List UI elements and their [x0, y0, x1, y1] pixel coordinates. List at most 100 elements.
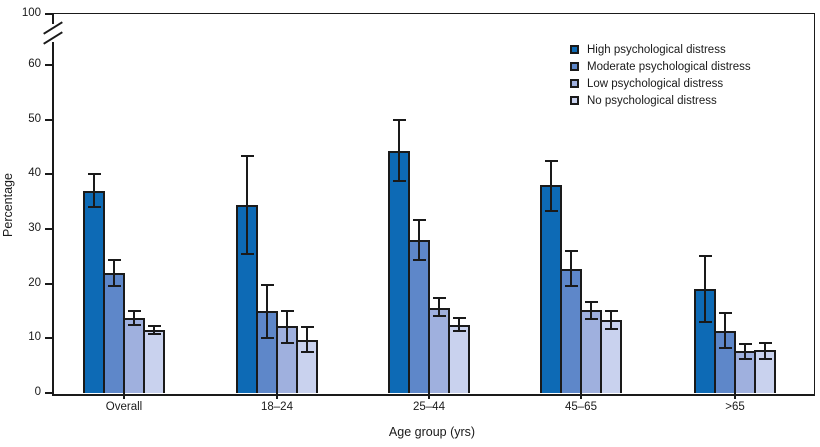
y-axis-tick [45, 13, 52, 15]
error-bar-cap [301, 326, 314, 329]
x-axis-title: Age group (yrs) [388, 425, 476, 439]
error-bar-cap [301, 350, 314, 353]
error-bar-cap [759, 357, 772, 360]
error-bar-cap [88, 173, 101, 176]
error-bar-line [570, 250, 572, 287]
y-axis-tick-label: 60 [28, 57, 41, 70]
x-axis-tick [428, 393, 430, 399]
error-bar-cap [393, 180, 406, 183]
y-axis-tick-label: 30 [28, 221, 41, 234]
error-bar-cap [108, 284, 121, 287]
error-bar-cap [241, 155, 254, 158]
x-axis-tick [123, 393, 125, 399]
error-bar-cap [393, 118, 406, 121]
error-bar-cap [719, 311, 732, 314]
x-axis-tick [276, 393, 278, 399]
bar-moderate-group0 [103, 272, 125, 393]
error-bar-line [398, 119, 400, 182]
error-bar-line [246, 156, 248, 254]
error-bar-cap [433, 297, 446, 300]
y-axis-tick [45, 63, 52, 66]
x-axis-tick-label: 18–24 [261, 401, 293, 413]
error-bar-cap [128, 309, 141, 312]
error-bar-cap [281, 309, 294, 312]
legend: High psychological distress Moderate psyc… [570, 41, 751, 109]
y-axis-tick-label: 50 [28, 112, 41, 125]
error-bar-line [418, 219, 420, 261]
error-bar-cap [241, 252, 254, 255]
bar-low-group0 [123, 317, 145, 393]
error-bar-cap [759, 341, 772, 344]
error-bar-cap [585, 318, 598, 321]
legend-label: Low psychological distress [587, 77, 724, 90]
y-axis-tick [45, 282, 52, 285]
legend-item-no: No psychological distress [570, 92, 751, 109]
error-bar-cap [281, 342, 294, 345]
error-bar-cap [148, 324, 161, 327]
error-bar-cap [545, 160, 558, 163]
error-bar-cap [413, 259, 426, 262]
error-bar-cap [413, 218, 426, 221]
y-axis-tick-label: 40 [28, 167, 41, 180]
legend-swatch-icon [570, 79, 579, 88]
error-bar-cap [565, 285, 578, 288]
error-bar-cap [88, 206, 101, 209]
error-bar-cap [739, 358, 752, 361]
error-bar-line [153, 325, 155, 334]
bar-moderate-group2 [408, 239, 430, 393]
error-bar-cap [605, 309, 618, 312]
bar-high-group2 [388, 150, 410, 393]
y-axis-tick-label: 100 [21, 7, 41, 19]
bar-low-group3 [580, 309, 602, 393]
error-bar-line [113, 259, 115, 286]
bar-low-group2 [428, 307, 450, 393]
legend-item-moderate: Moderate psychological distress [570, 58, 751, 75]
x-axis-tick-label: 25–44 [413, 401, 445, 413]
bar-no-group0 [143, 330, 165, 393]
x-axis-tick-label: 45–65 [565, 401, 597, 413]
error-bar-cap [261, 337, 274, 340]
error-bar-line [93, 174, 95, 207]
error-bar-cap [585, 300, 598, 303]
y-axis-tick [45, 118, 52, 121]
bar-high-group0 [83, 190, 105, 393]
bar-no-group3 [600, 319, 622, 393]
error-bar-line [704, 256, 706, 322]
error-bar-cap [605, 328, 618, 330]
error-bar-cap [719, 347, 732, 350]
y-axis-tick-label: 0 [34, 386, 41, 398]
y-axis-tick-label: 10 [28, 331, 41, 344]
error-bar-line [306, 327, 308, 352]
error-bar-cap [261, 283, 274, 286]
error-bar-cap [433, 315, 446, 318]
error-bar-cap [545, 209, 558, 212]
bar-high-group3 [540, 185, 562, 393]
error-bar-line [438, 298, 440, 317]
y-axis-tick-label: 20 [28, 276, 41, 289]
error-bar-line [266, 284, 268, 339]
error-bar-line [286, 310, 288, 344]
error-bar-cap [108, 258, 121, 261]
y-axis-break-gap [50, 24, 56, 42]
error-bar-line [724, 312, 726, 349]
bar-no-group2 [448, 324, 470, 393]
x-axis-tick-label: >65 [725, 401, 745, 413]
legend-label: High psychological distress [587, 43, 726, 56]
legend-swatch-icon [570, 96, 579, 105]
legend-label: Moderate psychological distress [587, 60, 751, 73]
legend-swatch-icon [570, 62, 579, 71]
y-axis-tick [45, 227, 52, 230]
x-axis-tick-label: Overall [105, 401, 143, 413]
error-bar-line [764, 342, 766, 359]
y-axis-tick [45, 173, 52, 176]
legend-item-low: Low psychological distress [570, 75, 751, 92]
error-bar-cap [565, 249, 578, 252]
legend-item-high: High psychological distress [570, 41, 751, 58]
legend-label: No psychological distress [587, 94, 717, 107]
y-axis-tick [45, 392, 52, 394]
bar-moderate-group3 [560, 268, 582, 393]
x-axis-tick [580, 393, 582, 399]
error-bar-cap [699, 255, 712, 258]
error-bar-cap [128, 323, 141, 326]
